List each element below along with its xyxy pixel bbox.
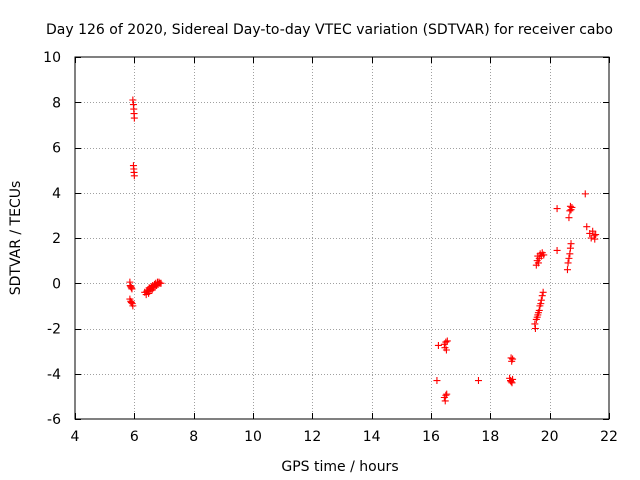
data-point [591, 235, 599, 243]
data-point [589, 227, 597, 235]
x-tick-label: 18 [481, 429, 499, 445]
y-tick-label: -4 [47, 367, 61, 383]
data-point [443, 390, 451, 398]
data-point [127, 298, 135, 306]
data-point [127, 284, 135, 292]
data-point [565, 214, 573, 222]
data-point [129, 96, 137, 104]
y-tick-label: 10 [43, 50, 61, 66]
data-point [568, 203, 576, 211]
data-point [537, 296, 545, 304]
data-point [592, 231, 600, 239]
data-point [129, 302, 137, 310]
data-point [442, 346, 450, 354]
data-point [553, 205, 561, 213]
data-point [566, 202, 574, 210]
data-point [130, 114, 138, 122]
data-point [563, 266, 571, 274]
data-point [531, 320, 539, 328]
x-tick-label: 12 [303, 429, 321, 445]
y-tick-label: 4 [52, 186, 61, 202]
x-tick-label: 16 [422, 429, 440, 445]
data-point [581, 190, 589, 198]
y-tick-label: 6 [52, 141, 61, 157]
data-point [509, 355, 517, 363]
x-tick-label: 4 [71, 429, 80, 445]
data-point [535, 306, 543, 314]
data-point [442, 391, 450, 399]
data-point [566, 250, 574, 258]
data-point [566, 244, 574, 252]
data-point [540, 251, 548, 259]
data-point [128, 285, 136, 293]
data-point [433, 377, 441, 385]
data-point [531, 325, 539, 332]
x-tick-label: 6 [130, 429, 139, 445]
data-point [508, 379, 516, 387]
data-point [443, 337, 451, 345]
x-axis-title: GPS time / hours [281, 459, 398, 475]
y-tick-label: 2 [52, 231, 61, 247]
tick-labels: 4 6 8 10 12 14 16 18 20 22 -6 -4 -2 0 2 4 6 8 10 [43, 50, 618, 445]
grid [75, 57, 609, 419]
x-tick-label: 22 [600, 429, 618, 445]
y-tick-label: 0 [52, 276, 61, 292]
data-point [565, 254, 573, 262]
data-point [534, 259, 542, 267]
data-point [539, 288, 547, 296]
data-point [441, 397, 449, 405]
data-point [157, 279, 165, 287]
x-tick-label: 10 [244, 429, 262, 445]
y-axis-title: SDTVAR / TECUs [8, 181, 24, 296]
data-points [126, 96, 600, 405]
data-point [564, 259, 572, 267]
y-tick-label: -2 [47, 322, 61, 338]
data-point [567, 240, 575, 248]
data-point [507, 354, 515, 362]
chart-title: Day 126 of 2020, Sidereal Day-to-day VTE… [46, 22, 613, 38]
data-point [553, 246, 561, 254]
data-point [442, 338, 450, 346]
data-point [538, 292, 546, 300]
x-tick-label: 14 [363, 429, 381, 445]
data-point [537, 300, 545, 308]
data-point [509, 375, 517, 383]
x-tick-label: 8 [189, 429, 198, 445]
data-point [474, 377, 482, 385]
y-tick-label: -6 [47, 412, 61, 428]
data-point [583, 223, 591, 231]
plot-frame [74, 56, 610, 420]
data-point [434, 341, 442, 349]
y-tick-label: 8 [52, 95, 61, 111]
x-tick-label: 20 [541, 429, 559, 445]
data-point [590, 232, 598, 240]
data-point [130, 172, 138, 180]
